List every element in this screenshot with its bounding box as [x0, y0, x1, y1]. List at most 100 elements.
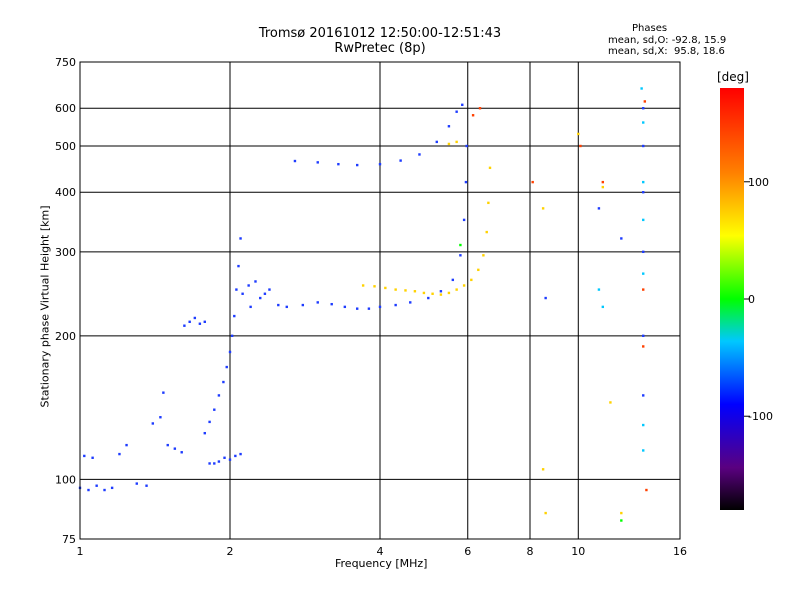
- data-point: [478, 107, 482, 110]
- data-point: [464, 180, 468, 184]
- grid-lines: [80, 62, 680, 539]
- data-point: [642, 272, 645, 275]
- stats-o: mean, sd,O: -92.8, 15.9: [608, 35, 727, 46]
- data-point: [642, 121, 645, 124]
- stats-x: mean, sd,X: 95.8, 18.6: [608, 46, 725, 57]
- data-point: [422, 291, 426, 295]
- data-points: [78, 87, 648, 522]
- data-point: [399, 159, 402, 162]
- data-point: [597, 207, 601, 210]
- data-point: [217, 394, 221, 397]
- data-point: [239, 237, 242, 240]
- plot-frame: [79, 61, 681, 540]
- colorbar-label: [deg]: [717, 70, 749, 84]
- data-point: [378, 162, 382, 166]
- data-point: [228, 458, 232, 461]
- data-point: [343, 305, 347, 309]
- data-point: [488, 166, 492, 170]
- data-point: [577, 132, 580, 136]
- data-point: [642, 394, 645, 397]
- data-point: [316, 161, 319, 164]
- data-point: [135, 482, 138, 485]
- data-point: [203, 431, 206, 435]
- y-tick-label: 75: [62, 533, 76, 546]
- data-point: [482, 254, 485, 257]
- data-point: [208, 462, 211, 465]
- data-point: [477, 268, 480, 272]
- data-point: [642, 218, 645, 222]
- stats-header: Phases: [632, 23, 668, 34]
- data-point: [183, 324, 186, 327]
- y-tick-label: 500: [55, 140, 76, 153]
- x-tick-label: 8: [527, 545, 534, 558]
- data-point: [427, 296, 430, 300]
- axis-ticks: 1 2 4 6 8 10 16 75 100 200 300 400 500 600 750: [55, 56, 687, 558]
- data-point: [451, 278, 455, 282]
- colorbar-tick-label: 100: [748, 176, 769, 189]
- data-point: [316, 301, 319, 304]
- data-point: [173, 447, 177, 450]
- data-point: [601, 185, 605, 189]
- data-point: [254, 280, 257, 283]
- x-tick-label: 10: [571, 545, 585, 558]
- x-tick-label: 6: [464, 545, 471, 558]
- data-point: [439, 293, 443, 296]
- data-point: [301, 303, 305, 307]
- data-point: [263, 292, 267, 295]
- data-point: [225, 365, 228, 369]
- data-point: [455, 288, 458, 291]
- data-point: [145, 484, 148, 487]
- data-point: [470, 278, 473, 282]
- data-point: [642, 191, 645, 194]
- colorbar-tick-label: 0: [748, 293, 755, 306]
- data-point: [431, 292, 434, 295]
- data-point: [471, 114, 475, 117]
- data-point: [459, 243, 462, 247]
- data-point: [447, 125, 451, 128]
- data-point: [159, 416, 162, 419]
- colorbar-tick-label: -100: [748, 410, 773, 423]
- data-point: [643, 100, 647, 103]
- data-point: [277, 303, 280, 307]
- data-point: [485, 230, 488, 234]
- data-point: [162, 391, 165, 394]
- data-point: [645, 488, 648, 492]
- data-point: [384, 286, 387, 290]
- data-point: [413, 290, 417, 293]
- data-point: [642, 144, 645, 148]
- colorbar: [720, 88, 744, 510]
- data-point: [188, 320, 191, 323]
- data-point: [620, 511, 623, 515]
- data-point: [394, 288, 397, 291]
- data-point: [213, 462, 216, 465]
- data-point: [247, 284, 250, 287]
- data-point: [541, 468, 545, 471]
- y-tick-label: 400: [55, 186, 76, 199]
- data-point: [642, 449, 645, 452]
- data-point: [597, 288, 601, 291]
- data-point: [642, 345, 645, 348]
- data-point: [83, 454, 86, 458]
- data-point: [268, 288, 271, 291]
- data-point: [620, 237, 623, 240]
- data-point: [579, 144, 582, 148]
- data-point: [151, 422, 155, 425]
- data-point: [461, 103, 464, 107]
- data-point: [601, 305, 605, 309]
- data-point: [223, 456, 226, 459]
- data-point: [213, 408, 216, 411]
- data-point: [544, 296, 547, 300]
- x-tick-label: 1: [77, 545, 84, 558]
- data-point: [234, 454, 237, 458]
- data-point: [642, 107, 645, 110]
- data-point: [373, 285, 376, 288]
- data-point: [193, 316, 197, 320]
- data-point: [180, 451, 183, 454]
- data-point: [249, 305, 252, 309]
- data-point: [235, 288, 238, 291]
- data-point: [642, 334, 645, 338]
- chart-subtitle: RwPretec (8p): [334, 41, 426, 56]
- data-point: [609, 401, 612, 404]
- x-tick-label: 4: [377, 545, 384, 558]
